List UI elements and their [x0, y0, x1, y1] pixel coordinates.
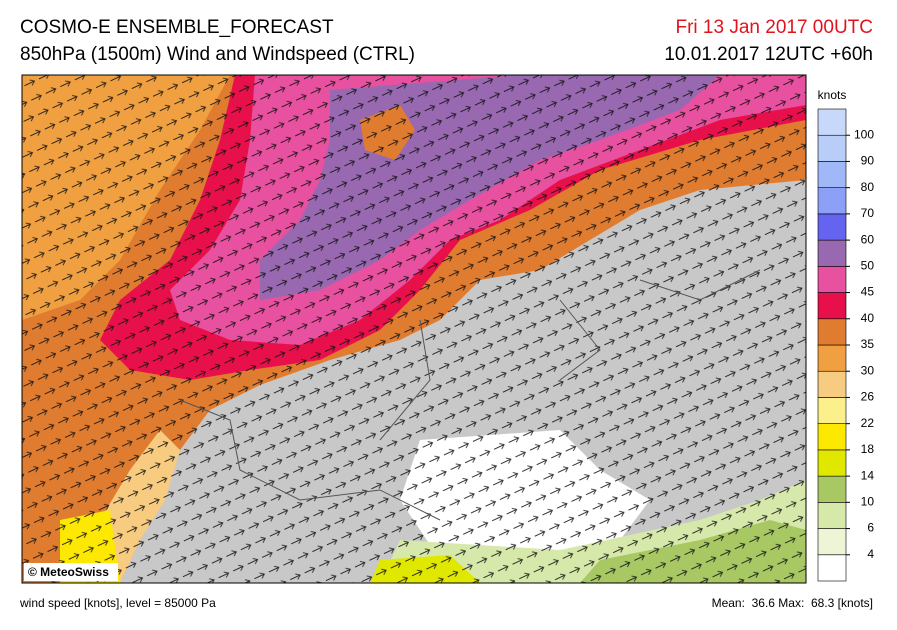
- map-frame: [21, 74, 807, 584]
- colorbar-label: 80: [861, 180, 875, 194]
- colorbar-swatch: [817, 449, 847, 477]
- colorbar-swatch: [817, 554, 847, 582]
- colorbar-swatch: [817, 475, 847, 503]
- colorbar-label: 6: [867, 521, 874, 535]
- colorbar-label: 70: [861, 206, 875, 220]
- colorbar-swatch: [817, 502, 847, 529]
- subtitle: 850hPa (1500m) Wind and Windspeed (CTRL): [20, 44, 415, 65]
- colorbar-swatch: [817, 344, 847, 372]
- colorbar-swatch: [817, 528, 847, 556]
- colorbar-swatch: [817, 187, 847, 215]
- colorbar-label: 22: [861, 416, 875, 430]
- colorbar-swatch: [817, 397, 847, 424]
- colorbar-label: 60: [861, 232, 875, 246]
- copyright-box: [24, 563, 118, 581]
- colorbar-label: 40: [861, 311, 875, 325]
- colorbar-swatch: [817, 266, 847, 293]
- colorbar-label: 45: [861, 285, 875, 299]
- colorbar-label: 100: [854, 127, 874, 141]
- copyright: © MeteoSwiss: [28, 565, 109, 579]
- map: [22, 75, 806, 583]
- colorbar-swatch: [817, 108, 847, 136]
- colorbar: 4 6 10 14 18 22 26 30 35 40 45 50 60 70 80 90 100: [817, 108, 875, 582]
- colorbar-label: 4: [867, 547, 874, 561]
- colorbar-swatch: [817, 370, 847, 398]
- valid-time: Fri 13 Jan 2017 00UTC: [676, 17, 874, 38]
- run-time: 10.01.2017 12UTC +60h: [664, 44, 873, 65]
- title: COSMO-E ENSEMBLE_FORECAST: [20, 17, 334, 38]
- colorbar-label: 30: [861, 363, 875, 377]
- colorbar-swatch: [817, 292, 847, 320]
- colorbar-label: 35: [861, 337, 875, 351]
- colorbar-swatch: [817, 423, 847, 451]
- footer-left: wind speed [knots], level = 85000 Pa: [19, 596, 216, 610]
- colorbar-swatch: [817, 213, 847, 241]
- footer-stats: Mean: 36.6 Max: 68.3 [knots]: [712, 596, 873, 610]
- colorbar-label: 10: [861, 495, 875, 509]
- colorbar-swatch: [817, 239, 847, 267]
- colorbar-swatch: [817, 161, 847, 188]
- colorbar-swatch: [817, 318, 847, 346]
- colorbar-label: 18: [861, 442, 875, 456]
- colorbar-label: 90: [861, 154, 875, 168]
- colorbar-unit: knots: [818, 88, 847, 102]
- colorbar-label: 14: [861, 468, 875, 482]
- colorbar-swatch: [817, 134, 847, 162]
- colorbar-label: 26: [861, 390, 875, 404]
- colorbar-label: 50: [861, 259, 875, 273]
